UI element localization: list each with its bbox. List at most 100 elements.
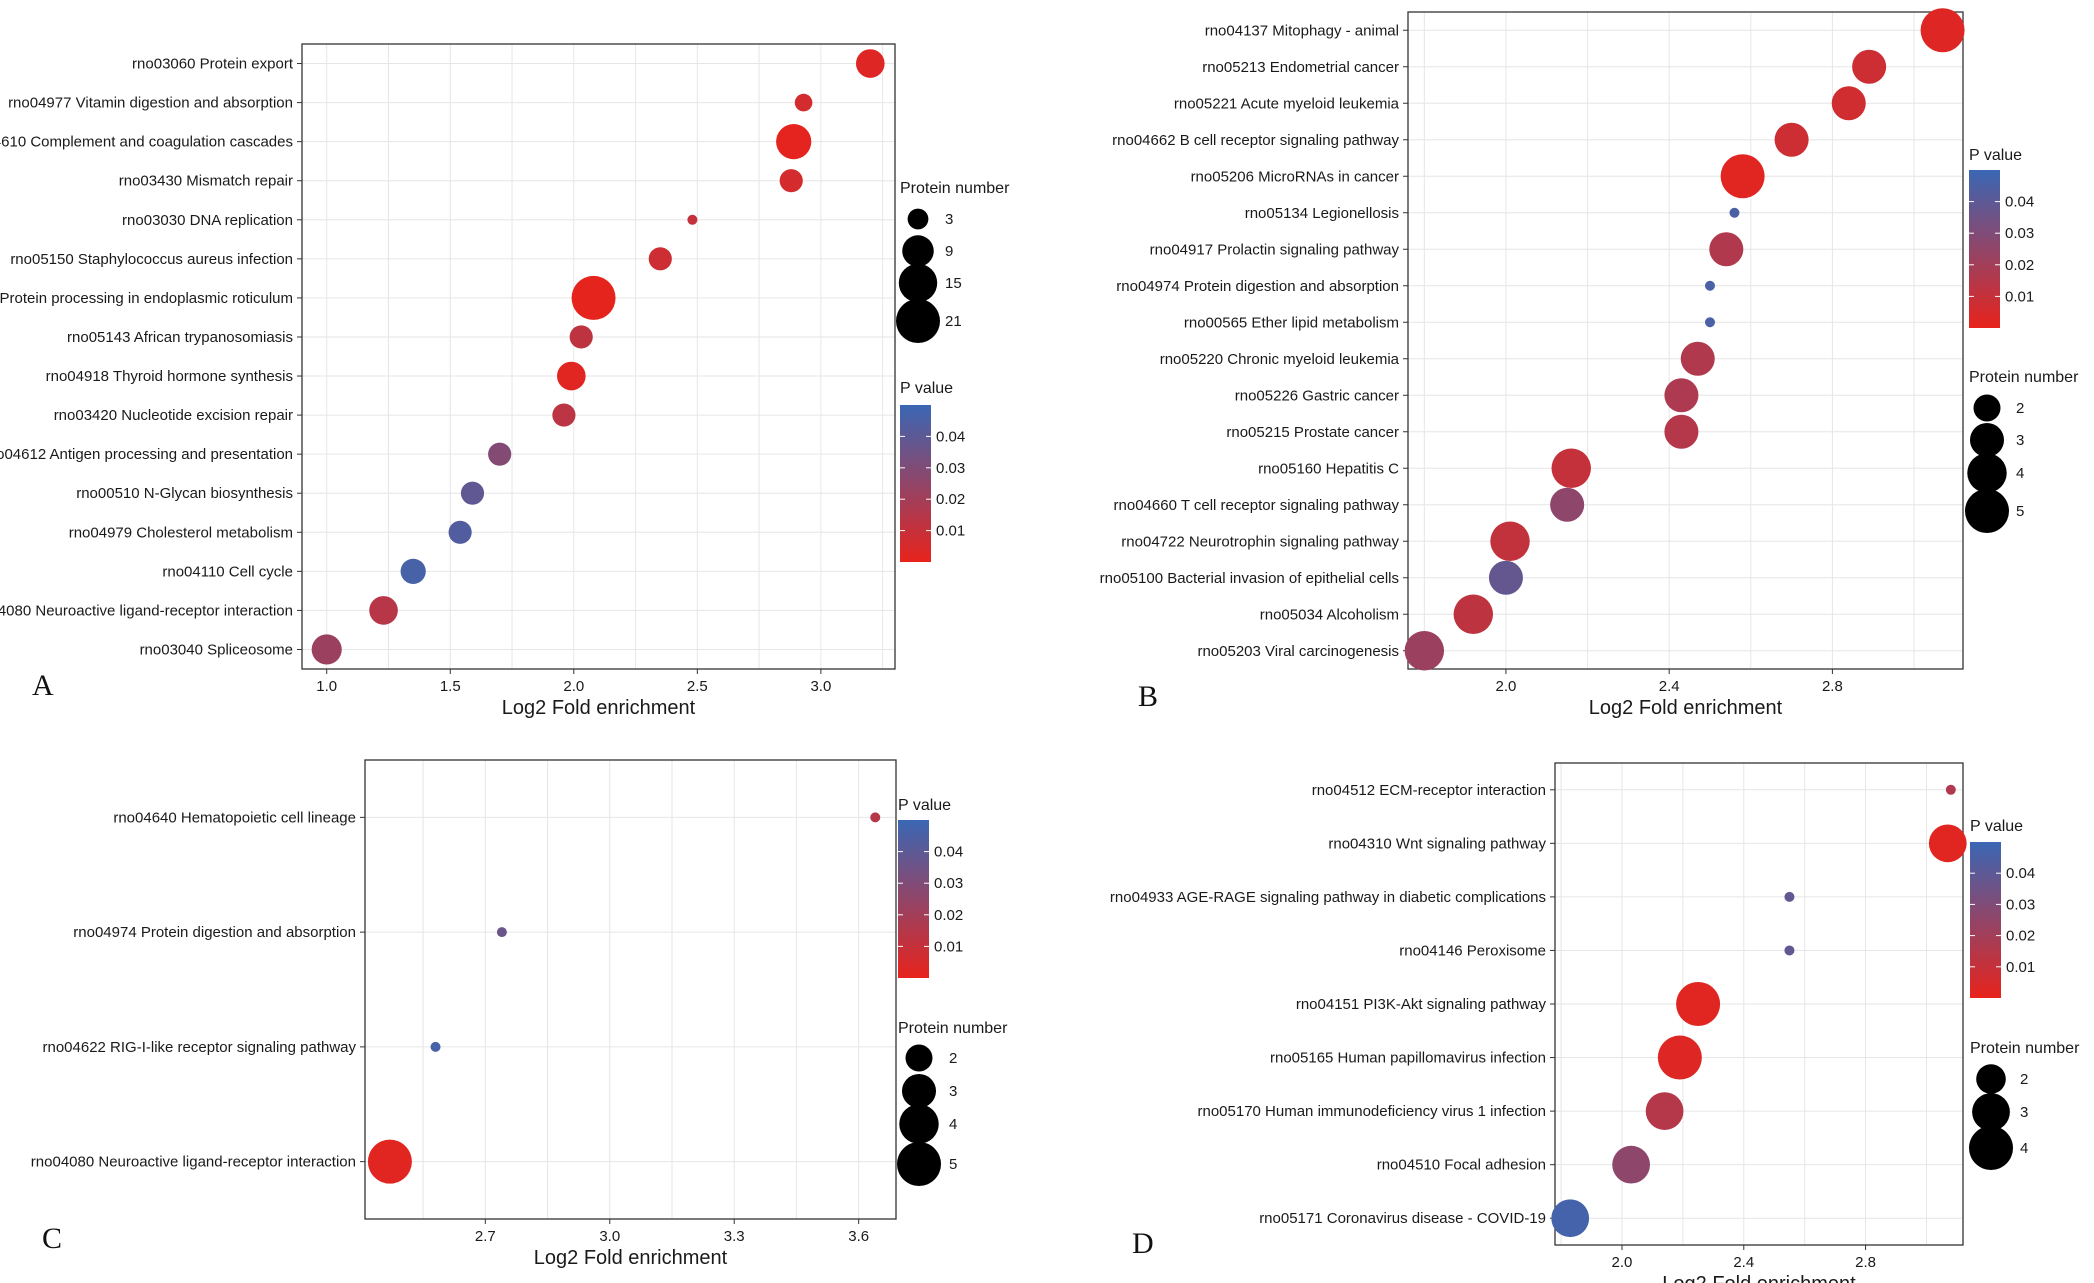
panel-d-grid xyxy=(1555,763,1963,1245)
panel-d-size-legend-label: 3 xyxy=(2020,1104,2028,1121)
panel-d-pvalue-legend-label: 0.03 xyxy=(2006,896,2035,913)
panel-a-size-legend-label: 3 xyxy=(945,211,953,228)
panel-b-pvalue-legend-label: 0.02 xyxy=(2005,257,2034,274)
panel-d-size-legend-key xyxy=(1969,1126,2013,1170)
panel-d-chart: 2.0 2.4 2.8 Log2 Fold enrichment rno04512 EC… xyxy=(1110,762,2080,1283)
panel-c-pvalue-legend-title: P value xyxy=(898,797,951,814)
panel-b-point xyxy=(1664,414,1699,449)
panel-b-size-legend-label: 2 xyxy=(2016,400,2024,417)
panel-b-point xyxy=(1664,378,1699,413)
panel-b-category-label: rno04722 Neurotrophin signaling pathway xyxy=(1121,533,1399,550)
panel-a-x-tick-label: 1.5 xyxy=(440,678,461,695)
panel-d-point xyxy=(1645,1092,1684,1130)
panel-b-category-label: rno04917 Prolactin signaling pathway xyxy=(1150,241,1400,258)
panel-a-category-label: rno04110 Cell cycle xyxy=(162,563,293,580)
panel-a-size-legend-key xyxy=(898,263,938,303)
panel-c-size-legend-label: 4 xyxy=(949,1116,957,1133)
panel-a-chart: 1.0 1.5 2.0 2.5 3.0 Log2 Fold enrichment rno03… xyxy=(0,43,1010,719)
panel-b-point xyxy=(1404,631,1445,671)
panel-d-pvalue-legend-label: 0.04 xyxy=(2006,865,2035,882)
panel-b-category-label: rno05213 Endometrial cancer xyxy=(1202,59,1399,76)
panel-a-size-legend-title: Protein number xyxy=(900,180,1010,197)
panel-a-point xyxy=(448,520,472,544)
panel-b-point xyxy=(1704,317,1715,328)
panel-b-x-axis-title: Log2 Fold enrichment xyxy=(1589,697,1783,719)
panel-c-pvalue-legend-label: 0.03 xyxy=(934,875,963,892)
panel-a-pvalue-legend-title: P value xyxy=(900,380,953,397)
panel-d-x-tick-label: 2.8 xyxy=(1855,1254,1876,1271)
panel-d-pvalue-legend-title: P value xyxy=(1970,818,2023,835)
panel-b-x-tick-label: 2.0 xyxy=(1496,678,1517,695)
panel-b-point xyxy=(1774,122,1809,157)
panel-b-point xyxy=(1453,594,1494,634)
panel-a-category-label: rno04141 Protein processing in endoplasm… xyxy=(0,290,293,307)
panel-b-pvalue-legend-label: 0.04 xyxy=(2005,194,2034,211)
panel-b-size-legend-key xyxy=(1969,422,2005,458)
panel-c-point xyxy=(870,812,881,823)
panel-b-category-label: rno05226 Gastric cancer xyxy=(1235,387,1399,404)
panel-b-point xyxy=(1704,280,1715,291)
panel-b-category-label: rno00565 Ether lipid metabolism xyxy=(1184,314,1399,331)
panel-b-x-tick-label: 2.8 xyxy=(1822,678,1843,695)
panel-c-size-legend-label: 2 xyxy=(949,1050,957,1067)
panel-c-category-label: rno04640 Hematopoietic cell lineage xyxy=(113,809,356,826)
panel-a-size-legend-label: 21 xyxy=(945,313,962,330)
panel-a-point xyxy=(460,481,485,505)
panel-b-pvalue-colorbar xyxy=(1969,170,2000,328)
panel-a-category-label: rno03060 Protein export xyxy=(132,56,294,73)
panel-b-category-label: rno05203 Viral carcinogenesis xyxy=(1197,643,1399,660)
panel-b-pvalue-legend-label: 0.01 xyxy=(2005,288,2034,305)
panel-a-point xyxy=(648,247,672,271)
panel-c-size-legend-label: 3 xyxy=(949,1083,957,1100)
panel-d-pvalue-legend-label: 0.01 xyxy=(2006,959,2035,976)
panel-b-category-label: rno05206 MicroRNAs in cancer xyxy=(1191,168,1399,185)
panel-a-category-label: rno00510 N-Glycan biosynthesis xyxy=(76,485,293,502)
panel-a-pvalue-legend-label: 0.04 xyxy=(936,428,965,445)
panel-c-category-label: rno04974 Protein digestion and absorptio… xyxy=(73,924,356,941)
panel-a-category-label: rno05150 Staphylococcus aureus infection xyxy=(10,251,293,268)
panel-c-size-legend-title: Protein number xyxy=(898,1020,1008,1037)
panel-a-point xyxy=(776,124,812,160)
panel-d-point xyxy=(1784,945,1795,956)
panel-d-category-label: rno05165 Human papillomavirus infection xyxy=(1270,1050,1546,1067)
panel-a-category-label: rno05143 African trypanosomiasis xyxy=(67,329,293,346)
panel-b-size-legend-label: 4 xyxy=(2016,465,2024,482)
panel-b-point xyxy=(1831,86,1866,121)
panel-c-point xyxy=(430,1041,441,1052)
panel-b-size-legend-key xyxy=(1965,489,2009,533)
panel-c-x-tick-label: 3.6 xyxy=(848,1228,869,1245)
panel-c-size-legend-label: 5 xyxy=(949,1156,957,1173)
panel-a-pvalue-legend-label: 0.01 xyxy=(936,523,965,540)
panel-d-category-label: rno04510 Focal adhesion xyxy=(1377,1157,1546,1174)
panel-d-point xyxy=(1612,1145,1650,1184)
panel-c-chart: 2.7 3.0 3.3 3.6 Log2 Fold enrichment rno04640… xyxy=(31,759,1008,1269)
panel-d-category-label: rno04512 ECM-receptor interaction xyxy=(1312,782,1546,799)
panel-b-category-label: rno05100 Bacterial invasion of epithelia… xyxy=(1100,570,1399,587)
panel-b-size-legend-title: Protein number xyxy=(1969,369,2079,386)
panel-c-size-legend-key xyxy=(899,1104,939,1144)
panel-d-x-tick-label: 2.4 xyxy=(1733,1254,1754,1271)
panel-a-category-label: rno04979 Cholesterol metabolism xyxy=(69,524,293,541)
panel-a-size-legend-key xyxy=(902,235,934,267)
panel-d-category-label: rno04310 Wnt signaling pathway xyxy=(1328,835,1546,852)
panel-a-category-label: rno03430 Mismatch repair xyxy=(119,173,293,190)
panel-a-pvalue-colorbar xyxy=(900,405,931,562)
panel-d-x-tick-label: 2.0 xyxy=(1612,1254,1633,1271)
panel-a-x-axis-title: Log2 Fold enrichment xyxy=(502,697,696,719)
panel-c-grid xyxy=(365,760,896,1219)
panel-d-size-legend-title: Protein number xyxy=(1970,1040,2080,1057)
panel-b-x-tick-label: 2.4 xyxy=(1659,678,1680,695)
panel-b-pvalue-legend-label: 0.03 xyxy=(2005,225,2034,242)
panel-a-point xyxy=(400,558,426,584)
panel-c-pvalue-legend-label: 0.02 xyxy=(934,907,963,924)
panel-c-category-label: rno04622 RIG-I-like receptor signaling p… xyxy=(43,1039,357,1056)
panel-a-point xyxy=(557,361,586,391)
panel-b-point xyxy=(1680,341,1715,376)
panel-a-size-legend-label: 15 xyxy=(945,275,962,292)
panel-d-pvalue-colorbar xyxy=(1970,842,2001,998)
panel-a-point xyxy=(311,634,342,665)
panel-d-category-label: rno04151 PI3K-Akt signaling pathway xyxy=(1296,996,1547,1013)
panel-a-size-legend-key xyxy=(907,208,929,230)
panel-d-x-axis-title: Log2 Fold enrichment xyxy=(1662,1273,1856,1283)
panel-a-point xyxy=(552,403,576,427)
